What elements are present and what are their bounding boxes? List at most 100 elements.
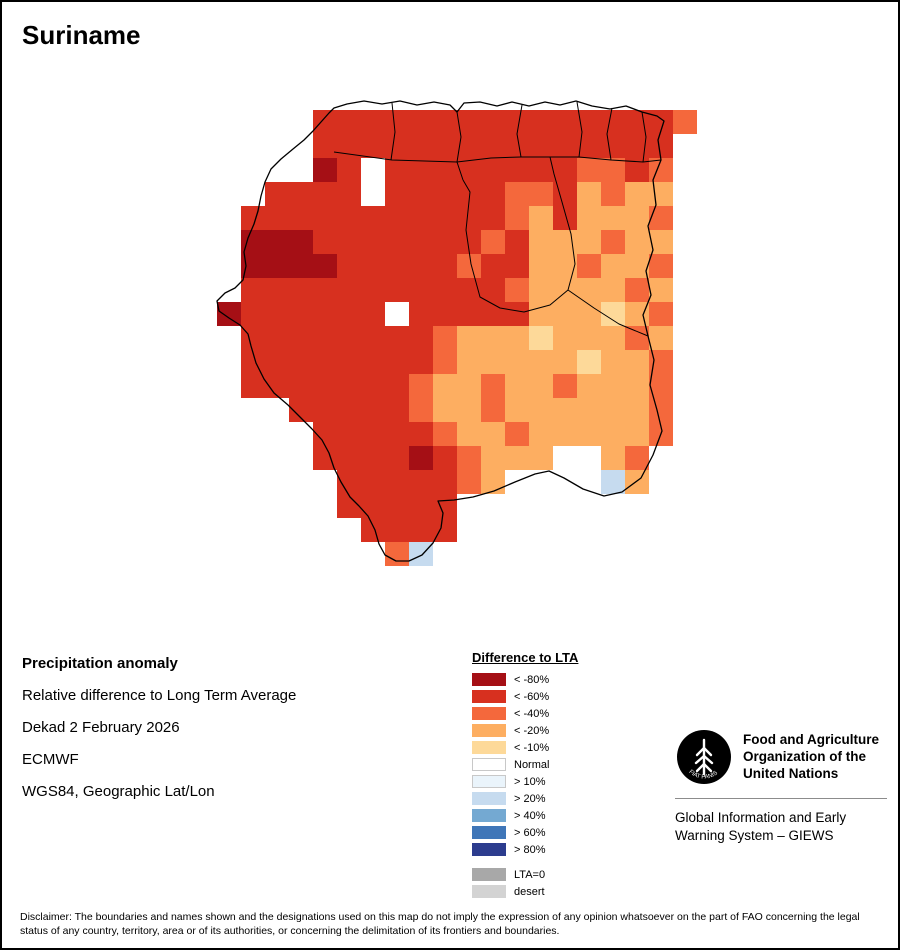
map-cell: [385, 374, 409, 398]
map-cell: [313, 110, 337, 134]
legend-swatch: [472, 868, 506, 881]
map-cell: [529, 206, 553, 230]
map-cell: [529, 422, 553, 446]
map-cell: [433, 206, 457, 230]
legend-item: < -60%: [472, 690, 642, 703]
map-cell: [289, 230, 313, 254]
map-cell: [361, 398, 385, 422]
map-cell: [433, 422, 457, 446]
legend-title: Difference to LTA: [472, 650, 579, 665]
map-cell: [553, 134, 577, 158]
map-cell: [505, 230, 529, 254]
map-cell: [505, 422, 529, 446]
map-cell: [625, 254, 649, 278]
map-cell: [481, 278, 505, 302]
map-cell: [433, 302, 457, 326]
map-cell: [433, 326, 457, 350]
map-cell: [529, 182, 553, 206]
district-line: [606, 107, 613, 161]
map-cell: [601, 326, 625, 350]
disclaimer-text: Disclaimer: The boundaries and names sho…: [20, 911, 860, 937]
map-cell: [337, 302, 361, 326]
map-cell: [265, 254, 289, 278]
map-cell: [481, 350, 505, 374]
map-cell: [505, 350, 529, 374]
map-cell: [529, 134, 553, 158]
map-cell: [577, 398, 601, 422]
legend-label: > 10%: [514, 775, 546, 788]
map-cell: [385, 134, 409, 158]
district-line: [576, 101, 583, 158]
map-cell: [457, 350, 481, 374]
legend-item: < -20%: [472, 724, 642, 737]
legend-swatch: [472, 673, 506, 686]
map-cell: [385, 398, 409, 422]
fao-name: Food and Agriculture Organization of the…: [743, 732, 879, 781]
map-cell: [289, 302, 313, 326]
map-cell: [265, 278, 289, 302]
map-cell: [337, 422, 361, 446]
map-cell: [433, 182, 457, 206]
map-cell: [337, 446, 361, 470]
map-cell: [577, 182, 601, 206]
legend-item: < -10%: [472, 741, 642, 754]
map-cell: [553, 470, 577, 494]
map-cell: [481, 470, 505, 494]
map-cell: [481, 374, 505, 398]
map-cell: [409, 182, 433, 206]
map-cell: [625, 422, 649, 446]
map-cell: [553, 350, 577, 374]
map-cell: [601, 398, 625, 422]
map-cell: [481, 326, 505, 350]
map-cell: [409, 134, 433, 158]
map-cell: [409, 374, 433, 398]
map-cell: [385, 446, 409, 470]
map-cell: [505, 446, 529, 470]
map-cell: [361, 182, 385, 206]
map-cell: [601, 374, 625, 398]
legend-swatch: [472, 724, 506, 737]
legend-swatch: [472, 775, 506, 788]
map-cell: [385, 206, 409, 230]
map-cell: [505, 470, 529, 494]
map-cell: [481, 230, 505, 254]
map-cell: [577, 422, 601, 446]
legend-label: > 60%: [514, 826, 546, 839]
district-boundaries: [333, 101, 662, 337]
legend-label: < -10%: [514, 741, 550, 754]
map-cell: [361, 254, 385, 278]
map-cell: [601, 446, 625, 470]
map-cell: [601, 230, 625, 254]
map-cell: [409, 110, 433, 134]
map-cell: [313, 254, 337, 278]
map-cell: [625, 374, 649, 398]
map-cell: [457, 422, 481, 446]
map-cell: [337, 494, 361, 518]
map-cell: [313, 302, 337, 326]
map-cell: [265, 302, 289, 326]
map-cell: [577, 230, 601, 254]
map-cell: [505, 134, 529, 158]
map-cell: [433, 494, 457, 518]
map-cell: [553, 326, 577, 350]
map-cell: [409, 470, 433, 494]
map-cell: [649, 206, 673, 230]
map-cell: [313, 398, 337, 422]
map-cell: [361, 110, 385, 134]
map-cell: [289, 254, 313, 278]
map-cell: [529, 398, 553, 422]
map-cell: [337, 254, 361, 278]
map-cell: [505, 302, 529, 326]
map-cell: [529, 326, 553, 350]
map-cell: [433, 254, 457, 278]
map-cell: [649, 182, 673, 206]
map-cell: [649, 278, 673, 302]
map-cell: [313, 350, 337, 374]
legend-items: < -80% < -60% < -40% < -20% < -10% Normal > 10…: [472, 673, 642, 898]
legend-swatch: [472, 843, 506, 856]
map-cell: [649, 326, 673, 350]
map-cell: [601, 254, 625, 278]
map-cell: [505, 158, 529, 182]
legend-label: < -20%: [514, 724, 550, 737]
